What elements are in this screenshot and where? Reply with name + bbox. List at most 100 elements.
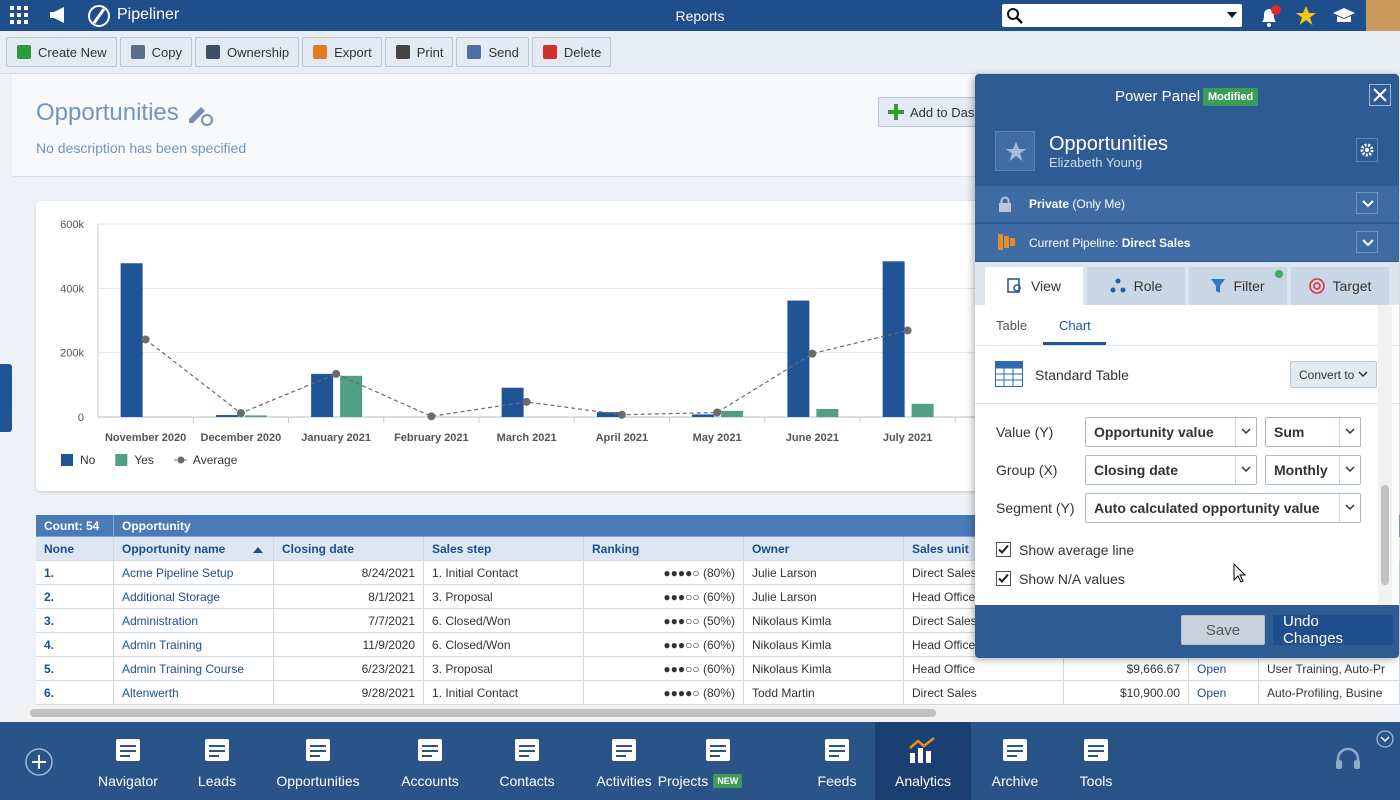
panel-tabs: View Role Filter Target bbox=[975, 262, 1399, 305]
toolbar-button[interactable]: Send bbox=[456, 37, 529, 67]
icon-detail bbox=[710, 745, 726, 757]
icon-detail bbox=[519, 745, 535, 757]
table-cell: 3. bbox=[36, 609, 114, 633]
dropdown[interactable]: Sum bbox=[1265, 417, 1361, 447]
button-label: Create New bbox=[38, 44, 107, 60]
save-button[interactable]: Save bbox=[1181, 615, 1265, 645]
privacy-row[interactable]: Private (Only Me) bbox=[975, 186, 1399, 222]
table-cell: ●●●○○ (60%) bbox=[584, 585, 744, 609]
side-handle[interactable] bbox=[0, 364, 12, 432]
table-cell: Nikolaus Kimla bbox=[744, 657, 904, 681]
x-tick-label: December 2020 bbox=[201, 432, 282, 444]
dropdown-arrow bbox=[1339, 456, 1360, 484]
nav-item[interactable]: Activities bbox=[576, 722, 672, 800]
column-header[interactable]: Sales step bbox=[424, 537, 584, 561]
apps-icon[interactable] bbox=[10, 6, 30, 26]
tab[interactable]: View bbox=[985, 267, 1083, 305]
nav-item[interactable]: Tools bbox=[1048, 722, 1144, 800]
search-box[interactable] bbox=[1002, 4, 1242, 27]
icon-shape bbox=[313, 45, 328, 59]
dropdown[interactable]: Monthly bbox=[1265, 455, 1361, 485]
toolbar-button[interactable]: Create New bbox=[6, 37, 117, 67]
v-scrollbar[interactable] bbox=[1378, 305, 1392, 605]
column-header[interactable]: Closing date bbox=[274, 537, 424, 561]
column-header[interactable]: None bbox=[36, 537, 114, 561]
table-cell: $9,666.67 bbox=[1064, 657, 1189, 681]
notifications-icon[interactable] bbox=[1258, 4, 1284, 28]
subtab[interactable]: Table bbox=[996, 318, 1028, 333]
table-cell: Nikolaus Kimla bbox=[744, 633, 904, 657]
dropdown[interactable]: Auto calculated opportunity value bbox=[1085, 493, 1361, 523]
gear-icon bbox=[1360, 143, 1374, 157]
icon-shape bbox=[130, 45, 145, 59]
favorite-box[interactable] bbox=[995, 131, 1035, 171]
collapse-button[interactable] bbox=[1376, 730, 1394, 748]
column-header[interactable]: Opportunity name bbox=[114, 537, 274, 561]
expand-button[interactable] bbox=[1356, 231, 1378, 253]
checkbox[interactable] bbox=[996, 571, 1011, 586]
expand-button[interactable] bbox=[1356, 192, 1378, 214]
table-cell: Julie Larson bbox=[744, 585, 904, 609]
nav-item[interactable]: Analytics bbox=[875, 722, 971, 800]
h-scrollbar[interactable] bbox=[12, 706, 1388, 720]
convert-button[interactable]: Convert to bbox=[1290, 361, 1378, 388]
user-avatar[interactable] bbox=[1366, 0, 1400, 31]
panel-title: Power Panel bbox=[1115, 88, 1201, 105]
scroll-thumb[interactable] bbox=[30, 709, 936, 717]
edit-icon[interactable] bbox=[187, 101, 215, 127]
toolbar-icon bbox=[313, 45, 328, 59]
settings-button[interactable] bbox=[1356, 138, 1378, 162]
table-cell: Additional Storage bbox=[114, 585, 274, 609]
toolbar-button[interactable]: Delete bbox=[531, 37, 612, 67]
toolbar-button[interactable]: Copy bbox=[119, 37, 192, 67]
average-point bbox=[903, 326, 912, 335]
dropdown[interactable]: Opportunity value bbox=[1085, 417, 1257, 447]
toolbar-button[interactable]: Export bbox=[302, 37, 382, 67]
toolbar-icon bbox=[467, 45, 482, 59]
table-cell: Administration bbox=[114, 609, 274, 633]
nav-item[interactable]: Accounts bbox=[382, 722, 478, 800]
chevron bbox=[1345, 428, 1355, 435]
close-button[interactable] bbox=[1369, 84, 1391, 106]
nav-item[interactable]: Leads bbox=[169, 722, 265, 800]
column-header[interactable]: Ranking bbox=[584, 537, 744, 561]
dropdown[interactable]: Closing date bbox=[1085, 455, 1257, 485]
checkbox[interactable] bbox=[996, 616, 1010, 630]
legend-symbol bbox=[115, 454, 128, 466]
dropdown-value: Opportunity value bbox=[1094, 424, 1214, 440]
nav-item[interactable]: Archive bbox=[967, 722, 1063, 800]
x-tick-label: July 2021 bbox=[883, 432, 933, 444]
nav-item[interactable]: Navigator bbox=[80, 722, 176, 800]
add-button[interactable] bbox=[24, 747, 54, 777]
tab[interactable]: Filter bbox=[1189, 267, 1287, 305]
bar bbox=[692, 414, 715, 417]
chevron bbox=[1362, 239, 1374, 247]
nav-icon bbox=[1003, 739, 1027, 761]
scroll-thumb[interactable] bbox=[1381, 485, 1389, 585]
support-icon[interactable] bbox=[1333, 746, 1363, 776]
tab[interactable]: Role bbox=[1087, 267, 1185, 305]
column-header[interactable]: Owner bbox=[744, 537, 904, 561]
table-cell: Acme Pipeline Setup bbox=[114, 561, 274, 585]
nav-label: Navigator bbox=[98, 773, 158, 789]
nav-item[interactable]: Feeds bbox=[789, 722, 885, 800]
table-cell: 4. bbox=[36, 633, 114, 657]
icon-shape bbox=[542, 45, 557, 59]
pipeline-row[interactable]: Current Pipeline: Direct Sales bbox=[975, 224, 1399, 261]
toolbar-button[interactable]: Print bbox=[384, 37, 454, 67]
undo-button[interactable]: Undo Changes bbox=[1273, 613, 1393, 647]
announce-icon[interactable] bbox=[48, 6, 68, 24]
nav-icon bbox=[706, 739, 730, 761]
favorites-icon[interactable] bbox=[1295, 5, 1317, 27]
checkbox[interactable] bbox=[996, 542, 1011, 557]
nav-item[interactable]: Contacts bbox=[479, 722, 575, 800]
tab[interactable]: Target bbox=[1291, 267, 1389, 305]
toolbar-button[interactable]: Ownership bbox=[195, 37, 300, 67]
nav-icon bbox=[205, 739, 229, 761]
icon-shape bbox=[910, 748, 931, 763]
nav-label: Activities bbox=[596, 773, 652, 789]
nav-item[interactable]: Opportunities bbox=[270, 722, 366, 800]
nav-item[interactable]: Projects NEW bbox=[658, 722, 766, 800]
subtab[interactable]: Chart bbox=[1059, 318, 1091, 333]
academy-icon[interactable] bbox=[1332, 6, 1356, 26]
